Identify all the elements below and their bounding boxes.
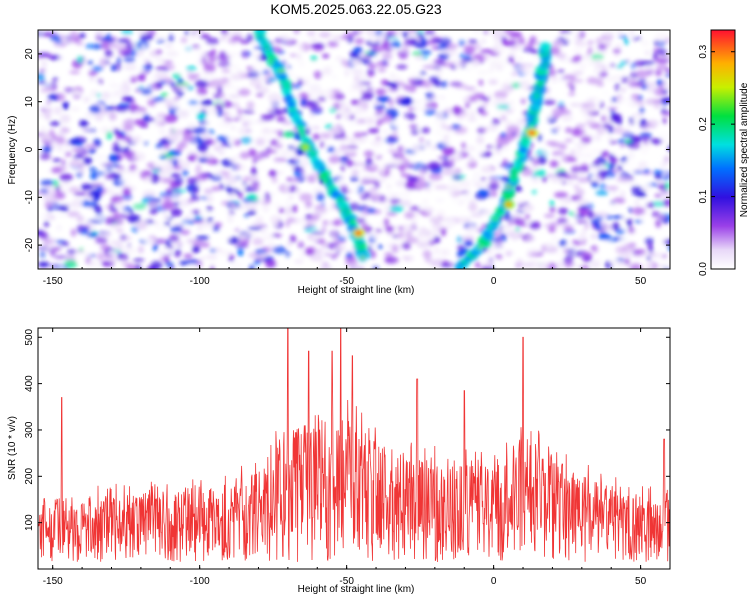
colorbar-gradient	[710, 29, 736, 270]
x-tick-label: -50	[339, 576, 354, 587]
x-tick-label: -50	[339, 276, 354, 287]
snr-x-axis-label: Height of straight line (km)	[298, 584, 415, 595]
colorbar-label: Normalized spectral amplitude	[739, 82, 750, 217]
colorbar-tick-label: 0.3	[698, 44, 709, 58]
colorbar-ticks: 0.0 0.1 0.2 0.3	[698, 44, 735, 276]
snr-y-ticks: 100 200 300 400 500	[24, 328, 670, 531]
y-tick-label: -20	[24, 237, 35, 252]
colorbar-tick-label: 0.0	[698, 262, 709, 276]
colorbar: 0.0 0.1 0.2 0.3 Normalized spectral amplitu…	[698, 29, 750, 276]
y-tick-label: 20	[24, 48, 35, 60]
peak-spot-core	[506, 202, 511, 206]
x-tick-label: 0	[491, 276, 497, 287]
peak-spot-core	[303, 145, 308, 149]
y-tick-label: 10	[24, 96, 35, 108]
x-tick-label: 0	[491, 576, 497, 587]
colorbar-tick-label: 0.1	[698, 189, 709, 203]
snr-x-ticks: -150 -100 -50 0 50	[43, 328, 671, 587]
y-tick-label: 400	[24, 375, 35, 392]
spectrogram-image	[38, 30, 670, 269]
y-tick-label: 200	[24, 468, 35, 485]
y-tick-label: 100	[24, 514, 35, 531]
x-tick-label: -150	[43, 276, 63, 287]
x-tick-label: 50	[635, 276, 647, 287]
x-tick-label: -150	[43, 576, 63, 587]
snr-panel: -150 -100 -50 0 50 100 200 300 400 500 Height of…	[7, 327, 671, 595]
colorbar-tick-label: 0.2	[698, 117, 709, 131]
peak-spot-core	[530, 131, 534, 135]
x-tick-label: -100	[190, 576, 210, 587]
snr-frame	[37, 327, 671, 570]
figure-title: KOM5.2025.063.22.05.G23	[270, 1, 441, 17]
y-tick-label: 500	[24, 328, 35, 345]
y-tick-label: -10	[24, 190, 35, 205]
y-tick-label: 300	[24, 421, 35, 438]
x-tick-label: 50	[635, 576, 647, 587]
snr-y-axis-label: SNR (10 * v/v)	[7, 416, 18, 480]
snr-series-line	[38, 328, 670, 563]
spectrogram-y-ticks: -20 -10 0 10 20	[24, 48, 670, 252]
y-tick-label: 0	[24, 146, 35, 152]
spectrogram-y-axis-label: Frequency (Hz)	[7, 116, 18, 185]
x-tick-label: -100	[190, 276, 210, 287]
spectrogram-x-ticks: -150 -100 -50 0 50	[43, 30, 671, 287]
spectrogram-x-axis-label: Height of straight line (km)	[298, 285, 415, 296]
peak-spot-core	[356, 231, 361, 235]
